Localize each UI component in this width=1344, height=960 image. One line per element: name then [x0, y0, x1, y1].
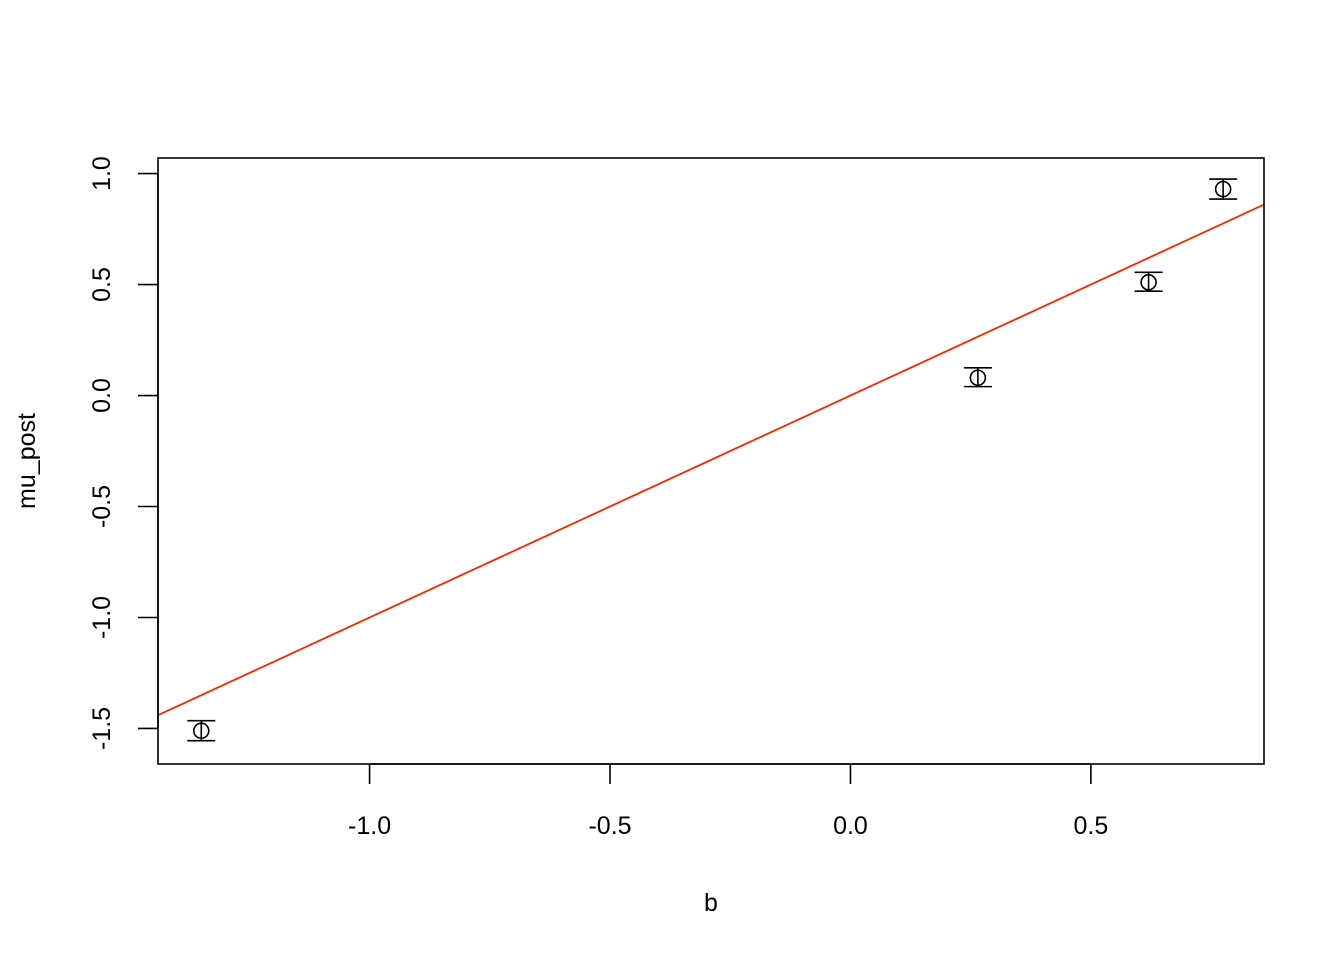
x-tick-label: 0.5 — [1074, 812, 1109, 840]
x-tick-label: 0.0 — [833, 812, 868, 840]
data-point — [187, 719, 216, 742]
data-point — [963, 366, 992, 388]
point-marker — [192, 722, 210, 740]
point-marker — [1214, 180, 1232, 198]
y-tick-label: -0.5 — [88, 485, 116, 528]
point-marker — [969, 369, 987, 387]
point-marker — [1140, 274, 1157, 291]
plot-region — [157, 178, 1265, 742]
y-tick-label: -1.0 — [88, 596, 116, 639]
y-tick-label: 0.0 — [88, 378, 116, 413]
x-axis-title: b — [704, 889, 718, 917]
y-tick-label: 1.0 — [88, 156, 116, 191]
y-tick-label: 0.5 — [88, 267, 116, 302]
x-tick-label: -0.5 — [588, 812, 631, 840]
y-axis-title: mu_post — [13, 413, 41, 509]
reference-line — [157, 203, 1265, 716]
x-tick-label: -1.0 — [348, 812, 391, 840]
y-tick-label: -1.5 — [88, 707, 116, 750]
data-point — [1134, 271, 1163, 292]
data-point — [1209, 178, 1238, 200]
plot-frame — [157, 157, 1265, 765]
